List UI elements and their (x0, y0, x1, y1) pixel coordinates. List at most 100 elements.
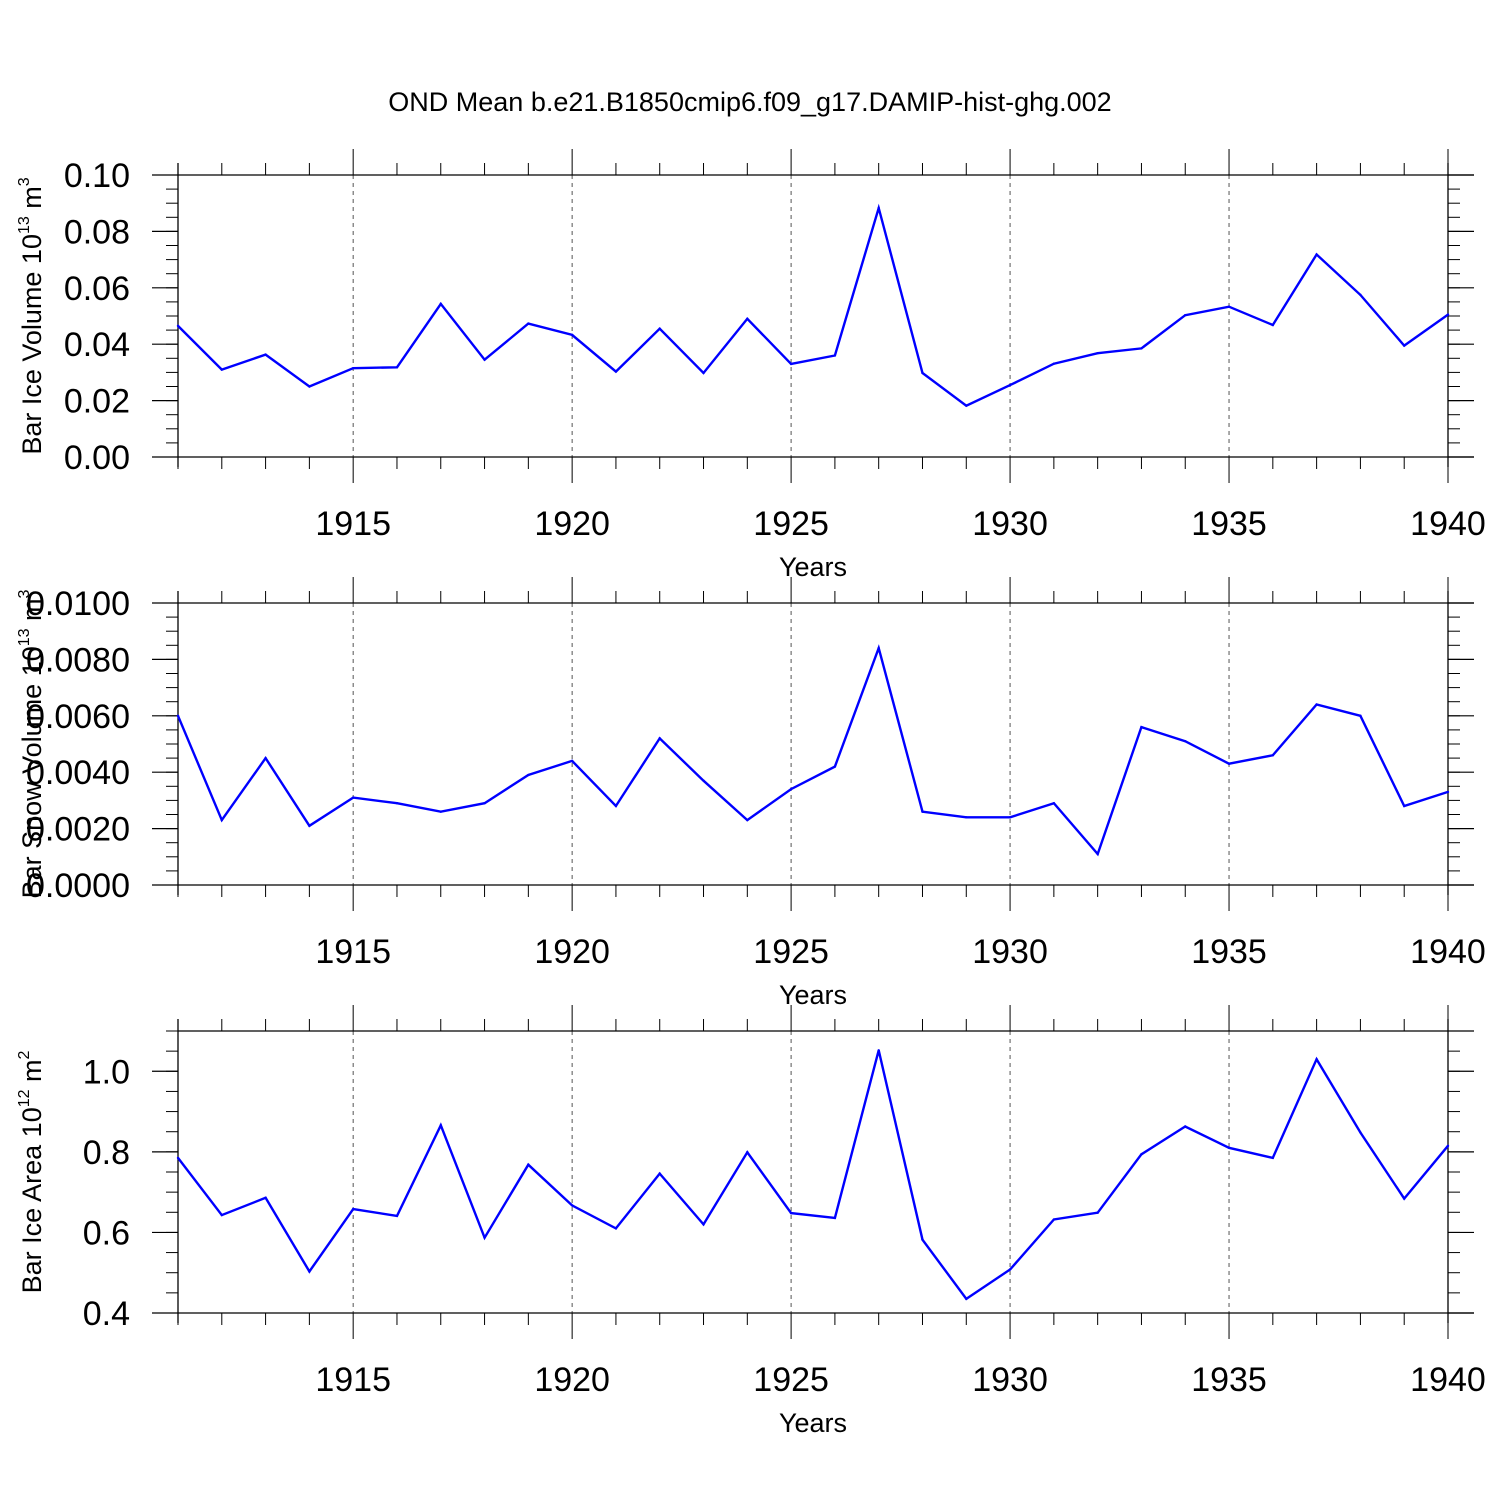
data-point (833, 1216, 837, 1220)
data-point (1403, 804, 1406, 808)
data-point (877, 1049, 880, 1052)
data-point (351, 366, 355, 370)
data-point (1271, 323, 1275, 327)
data-point (1271, 1156, 1275, 1160)
data-point (1052, 802, 1056, 805)
data-point (264, 353, 267, 356)
data-point (1052, 362, 1056, 365)
y-tick-label: 0.06 (64, 270, 130, 308)
x-tick-label: 1930 (972, 1361, 1048, 1399)
series-line (176, 644, 1449, 857)
x-tick-label: 1925 (753, 1361, 829, 1399)
y-tick-label: 0.6 (83, 1214, 130, 1252)
x-tick-label: 1915 (315, 1361, 391, 1399)
data-point (789, 1211, 793, 1215)
data-point (1359, 1131, 1362, 1134)
data-point (746, 1151, 749, 1154)
data-point (1096, 852, 1099, 856)
chart-title: OND Mean b.e21.B1850cmip6.f09_g17.DAMIP-… (388, 87, 1111, 117)
data-point (746, 317, 749, 321)
data-point (1446, 1144, 1450, 1148)
data-point (1227, 305, 1231, 308)
data-point (220, 818, 223, 822)
data-point (570, 1204, 574, 1207)
data-point (351, 1207, 355, 1211)
data-point (308, 385, 311, 388)
x-tick-label: 1915 (315, 505, 391, 543)
data-point (789, 362, 793, 366)
data-point (877, 646, 880, 650)
data-point (833, 354, 837, 357)
chart-panel-3: 0.4 0.6 0.8 1.0 1915 1920 1925 1930 1935 1940 Year… (16, 1005, 1486, 1438)
data-point (264, 756, 267, 760)
x-tick-label: 1925 (753, 505, 829, 543)
y-axis-title: Bar Snow Volume 1013 m3 (16, 589, 47, 898)
x-tick-label: 1935 (1191, 505, 1267, 543)
data-point (1227, 1146, 1231, 1150)
data-point (439, 302, 442, 306)
data-point (1227, 762, 1231, 765)
y-tick-label: 0.0020 (26, 811, 130, 849)
y-tick-label: 0.04 (64, 326, 130, 364)
chart-panel-2: 0.0000 0.0020 0.0040 0.0060 0.0080 0.0100 1915… (16, 577, 1486, 1010)
y-tick-label: 0.0060 (26, 698, 130, 736)
data-point (527, 322, 530, 325)
x-tick-label: 1920 (534, 1361, 610, 1399)
data-point (921, 810, 924, 813)
data-point (965, 816, 968, 819)
x-axis-title: Years (779, 1408, 847, 1438)
data-point (395, 802, 399, 805)
data-point (789, 787, 793, 791)
y-axis-title: Bar Ice Volume 1013 m3 (16, 177, 47, 454)
data-point (1008, 816, 1012, 819)
data-point (921, 371, 924, 375)
data-point (308, 824, 311, 827)
data-point (527, 1163, 530, 1166)
x-axis-title: Years (779, 552, 847, 582)
data-point (658, 1172, 661, 1175)
series-line (177, 1049, 1449, 1301)
data-point (439, 810, 442, 813)
data-point (746, 818, 749, 822)
data-point (965, 1297, 968, 1301)
data-point (877, 206, 880, 210)
data-point (1315, 703, 1318, 706)
data-point (1140, 347, 1143, 350)
x-tick-label: 1940 (1410, 933, 1486, 971)
y-tick-label: 0.0080 (26, 641, 130, 679)
data-point (176, 714, 180, 717)
data-point (1446, 790, 1450, 794)
y-tick-label: 0.02 (64, 383, 130, 421)
data-point (439, 1124, 442, 1127)
data-point (1096, 352, 1099, 355)
data-point (1140, 725, 1143, 729)
x-axis-title: Years (779, 980, 847, 1010)
x-tick-label: 1930 (972, 933, 1048, 971)
data-point (220, 368, 223, 371)
data-point (176, 1156, 180, 1160)
y-tick-label: 0.00 (64, 439, 130, 477)
x-tick-label: 1915 (315, 933, 391, 971)
data-point (483, 802, 486, 805)
data-point (1008, 1268, 1012, 1271)
data-point (351, 796, 355, 799)
data-point (1359, 714, 1362, 717)
data-point (395, 366, 399, 369)
data-point (1184, 1125, 1187, 1128)
data-point (483, 1236, 486, 1239)
series-line (177, 203, 1449, 408)
y-tick-label: 1.0 (83, 1053, 130, 1091)
x-tick-label: 1925 (753, 933, 829, 971)
data-point (702, 371, 705, 375)
y-axis-title: Bar Ice Area 1012 m2 (16, 1050, 47, 1293)
data-point (702, 1223, 705, 1226)
data-point (1403, 1197, 1406, 1200)
data-point (395, 1214, 399, 1218)
x-tick-label: 1935 (1191, 1361, 1267, 1399)
y-tick-label: 0.8 (83, 1134, 130, 1172)
data-point (483, 358, 486, 361)
data-point (527, 773, 530, 777)
data-point (833, 765, 837, 768)
